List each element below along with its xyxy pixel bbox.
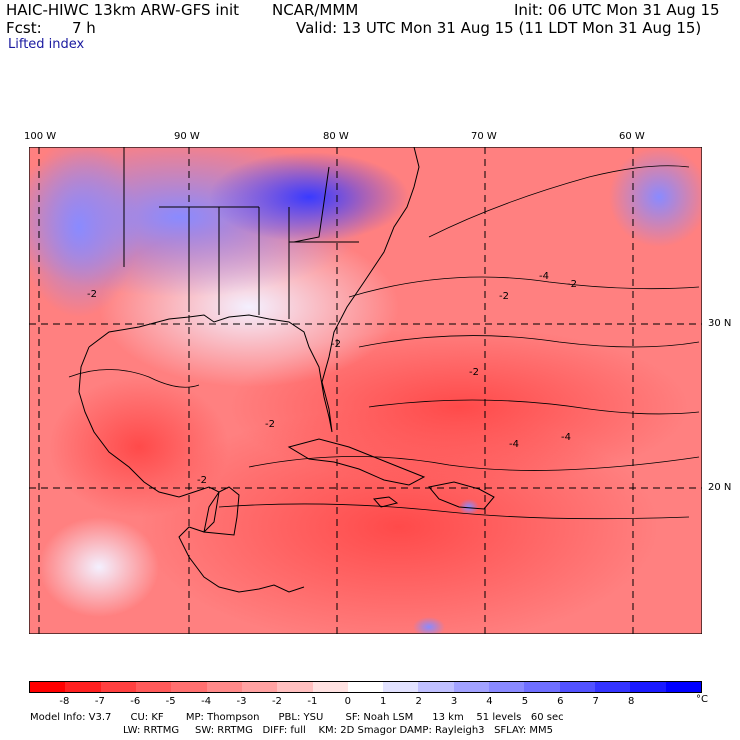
legend-swatch (100, 682, 136, 692)
legend-tick-label: 3 (450, 696, 458, 707)
legend-swatch (453, 682, 490, 692)
lon-label: 80 W (323, 131, 349, 142)
legend-tick-label: 7 (592, 696, 599, 707)
lon-label: 70 W (471, 131, 497, 142)
contour-line (428, 165, 690, 238)
lat-label: 30 N (708, 318, 732, 329)
legend-swatch (171, 682, 207, 692)
field-shade (459, 499, 479, 515)
contour-label: -4 (539, 271, 549, 282)
legend-swatch (489, 682, 525, 692)
legend-swatch (312, 682, 348, 692)
coastlines (78, 147, 495, 593)
color-legend (29, 681, 702, 693)
lon-label: 60 W (619, 131, 645, 142)
contour-label: -2 (331, 339, 341, 350)
legend-swatch (418, 682, 454, 692)
contour-label: -2 (265, 419, 275, 430)
legend-tick-label: 1 (380, 696, 387, 707)
init-time: Init: 06 UTC Mon 31 Aug 15 (514, 1, 720, 19)
contour-label: -2 (469, 367, 479, 378)
contour-label: -2 (87, 289, 97, 300)
model-info-line1: Model Info: V3.7 CU: KF MP: Thompson PBL… (30, 712, 564, 723)
yucatan-coast (203, 486, 240, 536)
contour-label: -4 (561, 432, 571, 443)
org-label: NCAR/MMM (272, 1, 359, 19)
field-shade (29, 147, 139, 317)
contour-label: -2 (197, 475, 207, 486)
forecast-label: Fcst: (6, 19, 42, 37)
legend-swatch (595, 682, 631, 692)
legend-tick-label: -3 (236, 696, 247, 707)
legend-unit: °C (696, 694, 708, 705)
legend-swatch (135, 682, 172, 692)
field-shade (209, 152, 409, 242)
legend-swatch (383, 682, 419, 692)
legend-tick-label: 8 (627, 696, 635, 707)
legend-swatch (65, 682, 101, 692)
legend-swatch (347, 682, 384, 692)
field-shade (39, 517, 159, 617)
legend-swatch (241, 682, 278, 692)
lon-label: 100 W (24, 131, 57, 142)
legend-tick-label: -6 (130, 696, 141, 707)
contour-label: -4 (509, 439, 519, 450)
legend-swatch (630, 682, 666, 692)
legend-tick-label: 0 (344, 696, 351, 707)
lat-label: 20 N (708, 482, 732, 493)
legend-tick-label: -1 (307, 696, 318, 707)
legend-tick-label: 5 (521, 696, 529, 707)
legend-swatch (206, 682, 242, 692)
legend-swatch (665, 682, 701, 692)
contour-label: -2 (567, 279, 577, 290)
model-title: HAIC-HIWC 13km ARW-GFS init (6, 1, 240, 19)
legend-tick-label: -4 (201, 696, 212, 707)
legend-tick-label: -8 (59, 696, 70, 707)
legend-swatch (559, 682, 595, 692)
hispaniola-coast (428, 481, 495, 510)
contour-line (358, 335, 700, 348)
contour-line (218, 503, 690, 520)
legend-tick-label: 4 (486, 696, 493, 707)
contour-line (348, 276, 700, 298)
grid-lines (29, 147, 702, 634)
field-name: Lifted index (8, 37, 85, 52)
contour-line (368, 399, 700, 415)
contour-label: -2 (499, 291, 509, 302)
field-shade (49, 377, 229, 517)
contour-labels: -2 -2 -2 -4 -2 -4 -2 -2 -2 -4 (87, 271, 577, 486)
field-shade (609, 147, 702, 247)
contours (68, 165, 700, 520)
gulf-coast (88, 147, 420, 433)
legend-tick-label: -5 (165, 696, 176, 707)
legend-swatch (524, 682, 560, 692)
model-info-line2: LW: RRTMG SW: RRTMG DIFF: full KM: 2D Sm… (123, 725, 553, 736)
lifted-index-map: -2 -2 -2 -4 -2 -4 -2 -2 -2 -4 (29, 147, 702, 634)
forecast-hour: 7 h (72, 19, 96, 37)
jamaica-coast (373, 496, 399, 508)
legend-tick-label: 6 (557, 696, 564, 707)
legend-tick-label: -2 (271, 696, 282, 707)
field-shade (413, 617, 445, 634)
contour-line (68, 369, 200, 388)
legend-tick-label: 2 (415, 696, 422, 707)
valid-time: Valid: 13 UTC Mon 31 Aug 15 (11 LDT Mon … (296, 19, 702, 37)
lon-label: 90 W (174, 131, 200, 142)
legend-swatch (277, 682, 313, 692)
contour-line (248, 456, 700, 471)
legend-tick-label: -7 (94, 696, 105, 707)
cuba-coast (287, 438, 426, 486)
legend-swatch (30, 682, 66, 692)
